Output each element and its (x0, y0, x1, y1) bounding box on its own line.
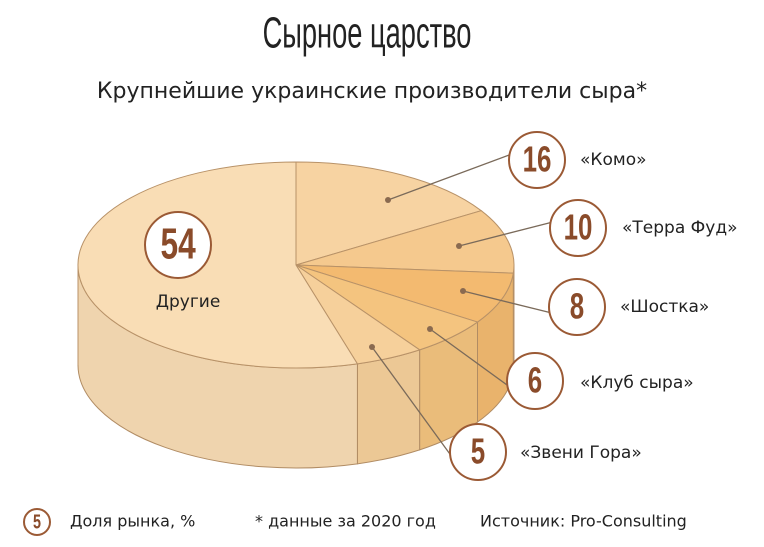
legend-label: Доля рынка, % (70, 512, 195, 531)
chart-title: Сырное царство (263, 8, 472, 57)
category-label: «Звени Гора» (520, 443, 642, 463)
value-circle (144, 211, 212, 279)
legend-sample-circle (23, 508, 51, 536)
category-label: «Шостка» (620, 297, 709, 317)
value-circle (449, 423, 507, 481)
slice (295, 161, 483, 266)
leader-line (462, 290, 552, 314)
category-label: «Комо» (580, 150, 647, 170)
slice (295, 264, 514, 323)
leader-dot (427, 326, 433, 332)
labels: 54 Другие 16 «Комо» 10 «Терра Фуд» 8 «Шостка» 6 «… (144, 131, 738, 481)
slice-side (356, 349, 421, 465)
value-circle (506, 352, 564, 410)
slice (295, 210, 515, 274)
leader-line (458, 221, 553, 247)
source: Источник: Pro-Consulting (480, 512, 687, 531)
leader-line (387, 153, 513, 201)
legend-sample: 5 (33, 510, 41, 533)
leader-dot (460, 288, 466, 294)
footnote: * данные за 2020 год (255, 512, 436, 531)
leader-dot (456, 243, 462, 249)
category-label: Другие (156, 292, 221, 312)
chart-subtitle: Крупнейшие украинские производители сыра… (97, 79, 647, 104)
value-circle (508, 131, 566, 189)
value-label: 10 (564, 207, 593, 247)
category-label: «Клуб сыра» (580, 373, 694, 393)
value-label: 54 (160, 220, 196, 269)
leader-line (429, 328, 511, 388)
value-label: 6 (528, 360, 542, 400)
value-label: 16 (523, 139, 552, 179)
value-circle (549, 199, 607, 257)
leader-line (371, 346, 454, 459)
pie (77, 161, 515, 469)
value-circle (548, 278, 606, 336)
value-label: 5 (471, 431, 485, 471)
category-label: «Терра Фуд» (622, 218, 738, 238)
slice (77, 161, 359, 369)
leader-dot (369, 344, 375, 350)
value-label: 8 (570, 286, 584, 326)
leader-dot (385, 197, 391, 203)
